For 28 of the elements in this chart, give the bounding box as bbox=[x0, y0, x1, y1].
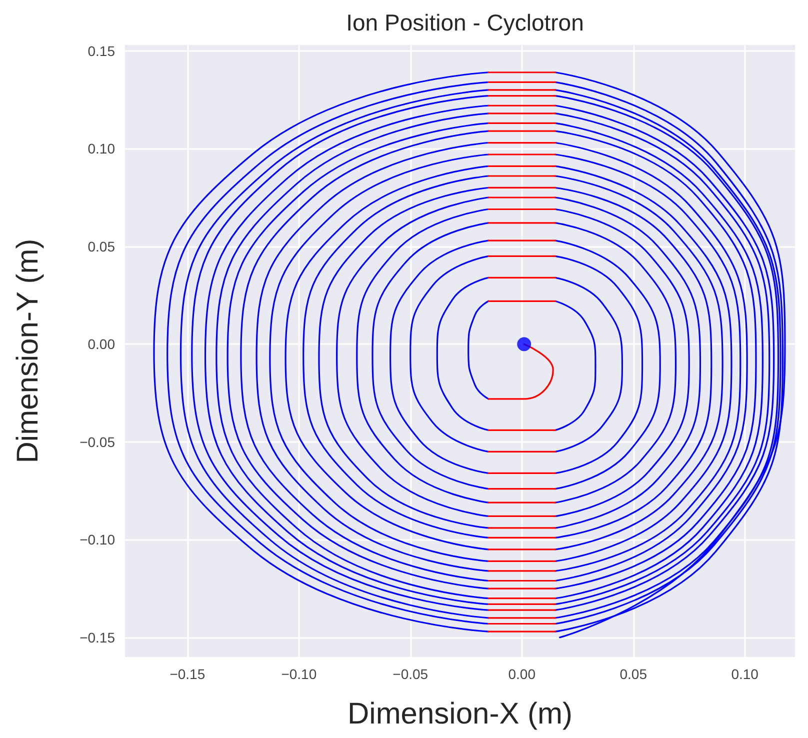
y-tick-label: 0.05 bbox=[88, 238, 116, 254]
line-series bbox=[390, 240, 490, 474]
y-tick-label: 0.00 bbox=[88, 336, 116, 352]
line-series bbox=[554, 222, 677, 504]
y-tick-label: 0.15 bbox=[88, 42, 116, 59]
line-series bbox=[554, 300, 596, 431]
line-series bbox=[372, 222, 490, 490]
line-series bbox=[410, 255, 490, 452]
chart-title: Ion Position - Cyclotron bbox=[346, 10, 584, 36]
y-tick-label: −0.05 bbox=[80, 434, 116, 450]
x-tick-label: 0.05 bbox=[620, 666, 648, 682]
x-tick-label: −0.05 bbox=[392, 666, 428, 682]
line-series bbox=[436, 276, 490, 431]
x-tick-label: 0.10 bbox=[731, 666, 759, 682]
line-series bbox=[554, 240, 661, 490]
x-tick-label: 0.00 bbox=[508, 666, 536, 682]
line-series bbox=[356, 208, 490, 504]
line-series bbox=[336, 196, 490, 518]
line-series bbox=[468, 300, 490, 400]
x-axis-title: Dimension-X (m) bbox=[347, 698, 573, 730]
y-tick-label: −0.15 bbox=[80, 629, 116, 646]
x-tick-label: −0.15 bbox=[170, 666, 206, 682]
line-series bbox=[554, 255, 644, 474]
y-tick-label: 0.10 bbox=[88, 140, 116, 157]
y-tick-label: −0.10 bbox=[80, 532, 116, 548]
line-series bbox=[554, 276, 624, 452]
x-tick-label: −0.10 bbox=[281, 666, 317, 682]
y-axis-title: Dimension-Y (m) bbox=[12, 238, 44, 464]
